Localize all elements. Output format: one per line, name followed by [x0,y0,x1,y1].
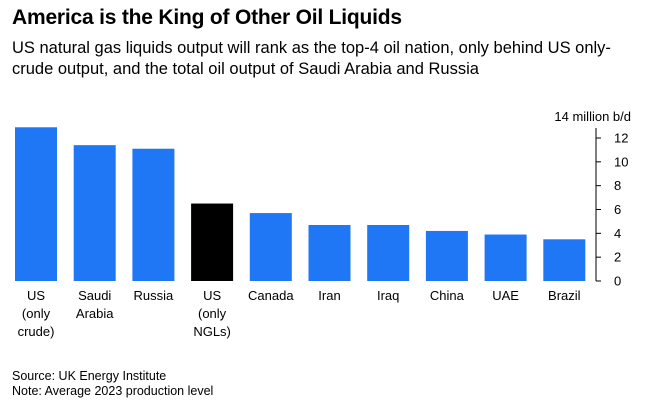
bar-3 [191,203,234,281]
y-tick-label: 8 [614,178,621,193]
x-category-label: Russia [134,288,175,303]
y-axis-label: 14 million b/d [554,109,631,124]
y-tick-label: 12 [614,131,628,146]
chart-title: America is the King of Other Oil Liquids [12,6,402,29]
bar-5 [308,224,351,281]
x-category-label: US (only crude) [18,288,55,339]
bar-4 [249,213,292,281]
y-tick-label: 2 [614,250,621,265]
x-category-label: Iraq [377,288,399,303]
y-tick-label: 10 [614,154,628,169]
x-category-label: China [430,288,465,303]
bar-2 [132,148,175,281]
x-axis-categories: US (only crude) Saudi Arabia Russia US (only NGL… [18,288,581,339]
x-category-label: Brazil [548,288,581,303]
y-tick-label: 0 [614,274,621,289]
bar-7 [425,230,468,281]
y-tick-label: 6 [614,202,621,217]
y-tick-label: 4 [614,226,621,241]
x-category-label: US (only NGLs) [193,288,231,339]
bar-0 [15,127,57,282]
production-note: Note: Average 2023 production level [12,384,214,398]
x-category-label: Canada [248,288,294,303]
source-note: Source: UK Energy Institute [12,369,167,383]
chart-footer: Source: UK Energy Institute Note: Averag… [12,369,213,399]
chart-subtitle: US natural gas liquids output will rank … [12,39,611,78]
bars-group [15,127,586,282]
x-category-label: Iran [318,288,340,303]
x-category-label: UAE [492,288,519,303]
bar-1 [73,145,116,281]
x-category-label: Saudi Arabia [76,288,114,321]
y-axis: 0 2 4 6 8 10 12 14 million b/d [554,109,631,289]
bar-6 [367,224,410,281]
bar-9 [543,239,586,281]
bar-8 [484,234,527,281]
